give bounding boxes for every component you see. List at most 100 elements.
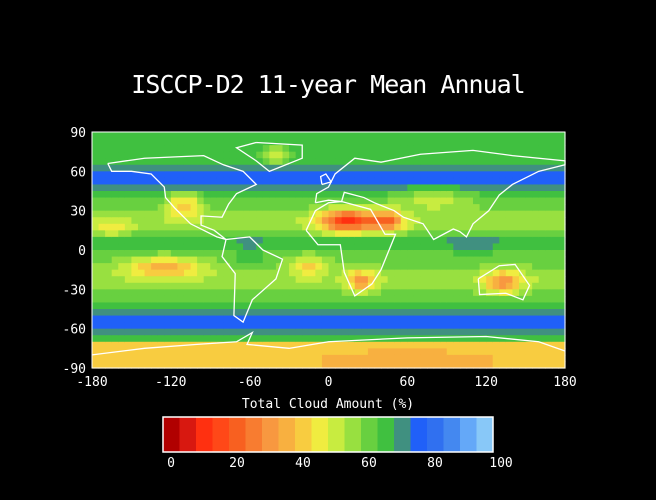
map-cell: [551, 361, 560, 369]
map-cell: [262, 243, 270, 251]
map-cell: [289, 282, 297, 290]
map-cell: [407, 354, 415, 363]
map-cell: [170, 171, 179, 179]
map-cell: [131, 158, 139, 166]
map-cell: [512, 151, 520, 159]
map-cell: [486, 132, 494, 140]
map-cell: [413, 223, 422, 231]
map-cell: [177, 276, 185, 284]
map-cell: [229, 341, 238, 349]
map-cell: [440, 191, 448, 199]
map-cell: [367, 250, 376, 258]
map-cell: [538, 151, 546, 159]
map-cell: [183, 256, 192, 264]
map-cell: [183, 230, 192, 238]
map-cell: [525, 145, 533, 153]
map-cell: [394, 204, 402, 212]
map-cell: [374, 328, 382, 336]
map-cell: [118, 335, 126, 343]
map-cell: [282, 348, 290, 356]
map-cell: [118, 354, 126, 363]
map-cell: [420, 243, 428, 251]
map-cell: [137, 348, 146, 356]
map-cell: [275, 250, 284, 258]
map-cell: [269, 315, 277, 323]
map-cell: [348, 322, 356, 330]
map-cell: [545, 289, 553, 297]
map-cell: [131, 315, 139, 323]
map-cell: [92, 354, 100, 363]
map-cell: [427, 315, 435, 323]
map-cell: [289, 210, 297, 218]
map-cell: [354, 243, 362, 251]
map-cell: [302, 250, 310, 258]
map-cell: [335, 158, 343, 166]
map-cell: [262, 230, 270, 238]
map-cell: [387, 191, 395, 199]
map-cell: [302, 132, 310, 140]
map-cell: [545, 132, 553, 140]
map-cell: [131, 171, 139, 179]
map-cell: [308, 309, 316, 317]
map-cell: [118, 184, 126, 192]
map-cell: [413, 210, 422, 218]
map-cell: [302, 197, 310, 205]
map-cell: [538, 236, 546, 245]
map-cell: [361, 289, 369, 297]
map-cell: [249, 184, 257, 192]
map-cell: [170, 164, 179, 172]
map-cell: [111, 197, 119, 205]
map-cell: [105, 348, 113, 356]
map-cell: [315, 217, 323, 225]
map-cell: [92, 250, 100, 258]
map-cell: [433, 177, 441, 186]
map-cell: [315, 210, 323, 218]
map-cell: [427, 197, 435, 205]
map-cell: [407, 217, 415, 225]
map-cell: [328, 223, 336, 231]
map-cell: [453, 269, 461, 277]
map-cell: [473, 341, 481, 349]
map-cell: [131, 151, 139, 159]
map-cell: [164, 250, 172, 258]
map-cell: [440, 289, 448, 297]
map-cell: [407, 335, 415, 343]
map-cell: [407, 223, 415, 231]
map-cell: [459, 145, 468, 153]
map-cell: [289, 217, 297, 225]
map-cell: [328, 309, 336, 317]
map-cell: [197, 276, 205, 284]
map-cell: [111, 354, 119, 363]
map-cell: [348, 184, 356, 192]
map-cell: [532, 269, 540, 277]
map-cell: [354, 263, 362, 271]
map-cell: [459, 191, 468, 199]
map-cell: [440, 322, 448, 330]
map-cell: [367, 236, 376, 245]
map-cell: [190, 335, 198, 343]
map-cell: [131, 197, 139, 205]
map-cell: [374, 295, 382, 304]
map-cell: [413, 177, 422, 186]
map-cell: [473, 309, 481, 317]
map-cell: [413, 164, 422, 172]
map-cell: [124, 177, 133, 186]
map-cell: [335, 263, 343, 271]
map-cell: [551, 191, 560, 199]
map-cell: [367, 361, 376, 369]
map-cell: [459, 282, 468, 290]
map-cell: [361, 151, 369, 159]
map-cell: [256, 361, 264, 369]
map-cell: [433, 230, 441, 238]
map-cell: [400, 177, 408, 186]
map-cell: [558, 309, 566, 317]
map-cell: [538, 289, 546, 297]
map-cell: [466, 322, 474, 330]
map-cell: [394, 191, 402, 199]
map-cell: [519, 177, 527, 186]
map-cell: [341, 184, 349, 192]
map-cell: [197, 230, 205, 238]
map-cell: [466, 132, 474, 140]
map-cell: [512, 164, 520, 172]
map-cell: [492, 177, 500, 186]
